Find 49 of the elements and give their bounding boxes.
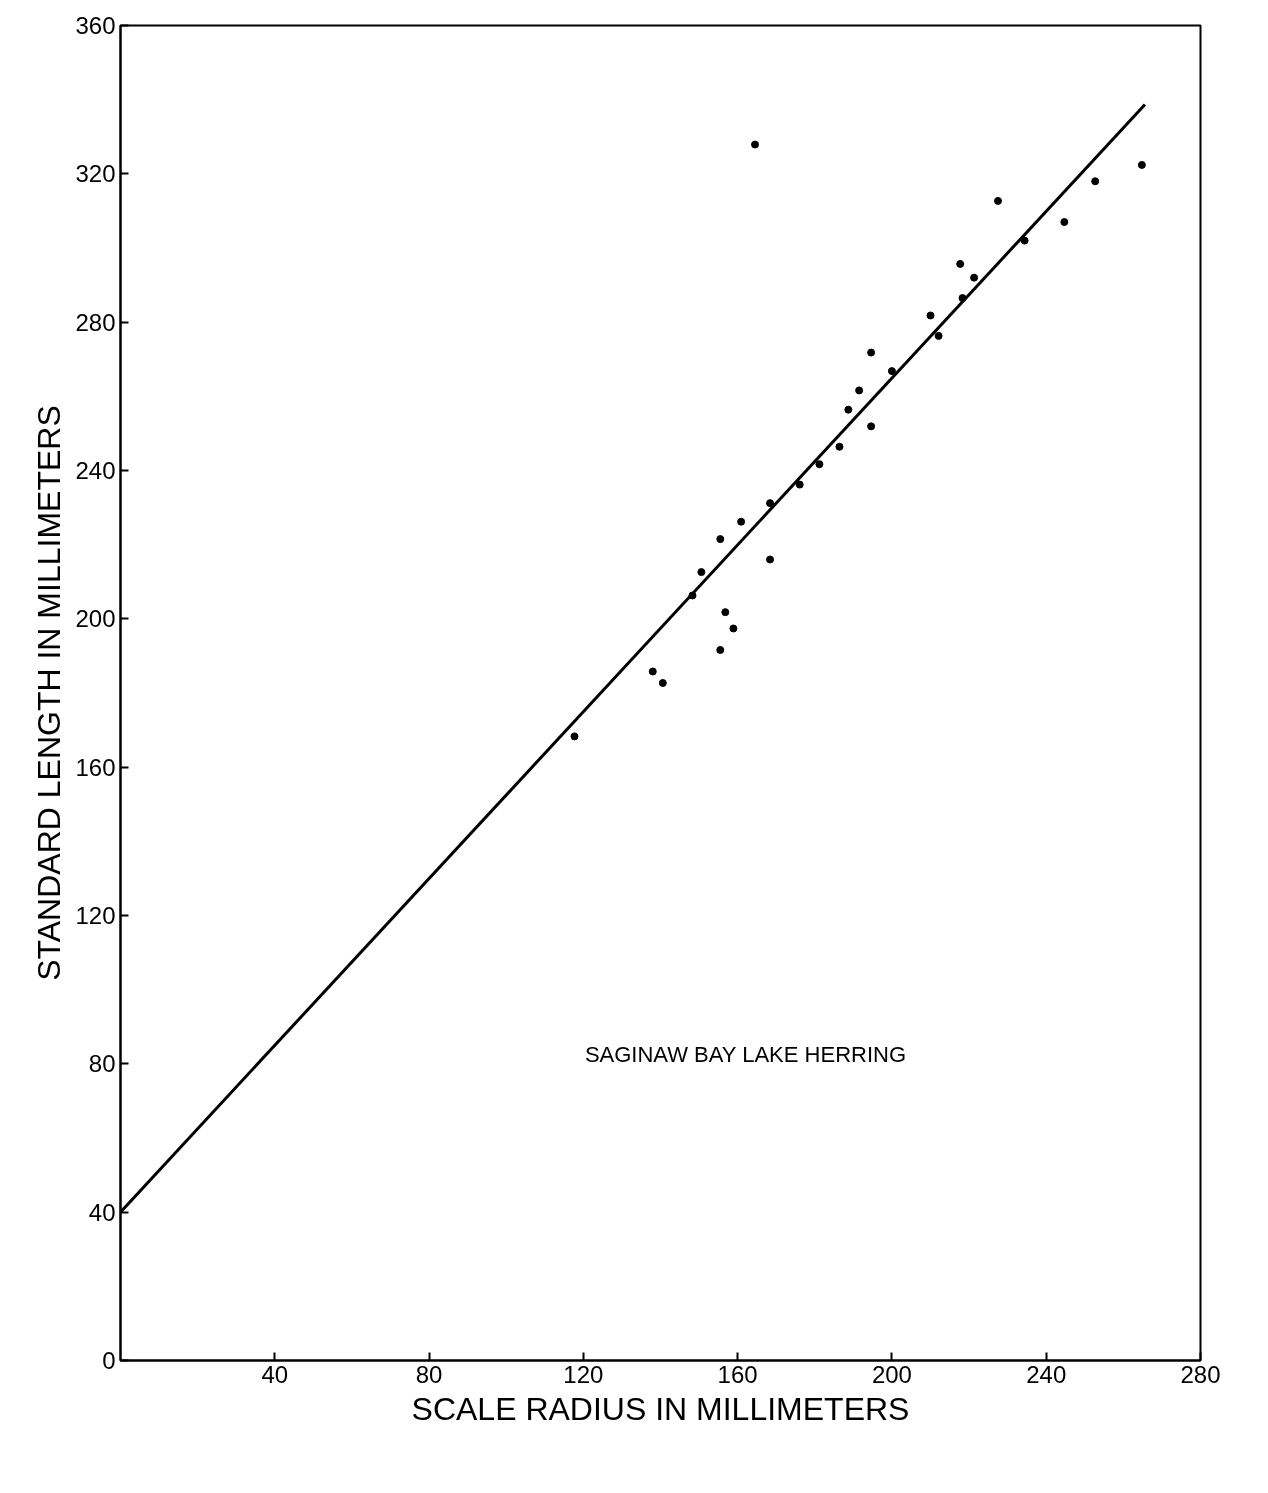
y-tick-label: 160 [75, 753, 116, 781]
point [766, 555, 775, 564]
point [766, 499, 775, 508]
point [956, 259, 965, 268]
y-tick-label: 360 [75, 12, 116, 39]
y-tick-label: 200 [75, 605, 116, 633]
point [970, 273, 979, 282]
x-tick-label: 80 [415, 1360, 443, 1388]
x-tick-label: 40 [261, 1360, 289, 1388]
point [835, 442, 844, 451]
point [751, 140, 759, 149]
point [737, 517, 746, 526]
y-tick-label: 240 [75, 457, 116, 484]
point [658, 678, 667, 687]
x-tick-label: 240 [1026, 1360, 1067, 1388]
y-tick-label: 40 [88, 1198, 116, 1226]
y-tick-label: 120 [75, 902, 116, 929]
point [934, 331, 943, 340]
point [867, 348, 876, 357]
point [721, 608, 730, 617]
y-tick-label: 320 [75, 160, 116, 188]
point [926, 311, 935, 320]
point [697, 568, 706, 577]
point [729, 624, 738, 633]
point [994, 196, 1002, 205]
point [844, 405, 853, 414]
point [887, 367, 896, 376]
x-tick-label: 120 [563, 1360, 604, 1388]
point [716, 645, 725, 654]
y-tick-label: 280 [75, 308, 116, 336]
y-tick-label: 80 [88, 1050, 116, 1078]
point [716, 535, 725, 544]
point [1060, 218, 1069, 227]
x-tick-label: 200 [871, 1360, 912, 1388]
point [648, 667, 657, 676]
point [1091, 177, 1100, 186]
x-axis-title: SCALE RADIUS IN MILLIMETERS [411, 1390, 910, 1427]
point [1020, 236, 1029, 245]
point [570, 732, 579, 741]
x-tick-label: 160 [717, 1360, 758, 1388]
point [855, 386, 864, 395]
x-tick-label: 280 [1180, 1360, 1221, 1388]
annotation: SAGINAW BAY LAKE HERRING [584, 1041, 907, 1067]
point [795, 480, 804, 489]
point [815, 460, 824, 469]
y-tick-label: 0 [102, 1347, 116, 1374]
point [1137, 160, 1146, 169]
point [867, 422, 876, 431]
y-axis-title: STANDARD LENGTH IN MILLIMETERS [31, 405, 68, 981]
